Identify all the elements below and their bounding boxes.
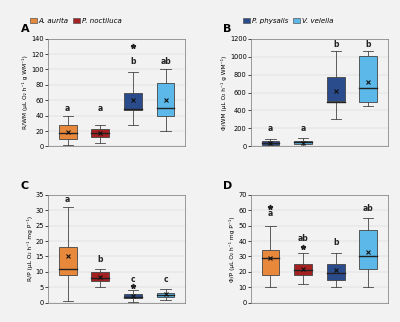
Bar [91,129,109,137]
Bar [59,125,76,139]
Text: ab: ab [298,234,308,243]
Text: b: b [333,41,338,49]
Bar [91,272,109,281]
Bar [262,141,280,145]
Text: C: C [20,181,29,191]
Bar [59,247,76,275]
Bar [124,294,142,298]
Bar [327,77,345,100]
Bar [327,264,345,279]
Legend: A. aurita, P. noctiluca: A. aurita, P. noctiluca [27,15,124,26]
Text: a: a [65,195,70,204]
Text: D: D [224,181,233,191]
Bar [360,230,377,269]
Legend: P. physalis, V. velella: P. physalis, V. velella [241,15,336,26]
Text: B: B [224,24,232,34]
Text: ab: ab [160,57,171,66]
Text: c: c [163,275,168,284]
Text: b: b [130,57,136,66]
Bar [124,92,142,110]
Text: a: a [98,104,103,113]
Text: b: b [366,41,371,49]
Y-axis label: R/WM (μL O₂ h⁻¹ g WM⁻¹): R/WM (μL O₂ h⁻¹ g WM⁻¹) [22,56,28,129]
Text: ab: ab [363,204,374,213]
Bar [294,264,312,275]
Text: b: b [98,255,103,264]
Bar [262,250,280,275]
Bar [156,83,174,116]
Text: a: a [268,209,273,218]
Y-axis label: Φ/P (μL O₂ h⁻¹ mg P⁻¹): Φ/P (μL O₂ h⁻¹ mg P⁻¹) [230,216,236,282]
Text: A: A [20,24,29,34]
Text: c: c [130,275,135,284]
Text: a: a [65,104,70,113]
Text: a: a [300,124,306,133]
Y-axis label: Φ/WM (μL O₂ h⁻¹ g WM⁻¹): Φ/WM (μL O₂ h⁻¹ g WM⁻¹) [221,55,227,130]
Text: b: b [333,238,338,247]
Text: a: a [268,124,273,133]
Bar [156,293,174,297]
Y-axis label: R/P (μL O₂ h⁻¹ mg P⁻¹): R/P (μL O₂ h⁻¹ mg P⁻¹) [26,216,32,281]
Bar [360,56,377,101]
Bar [294,141,312,144]
